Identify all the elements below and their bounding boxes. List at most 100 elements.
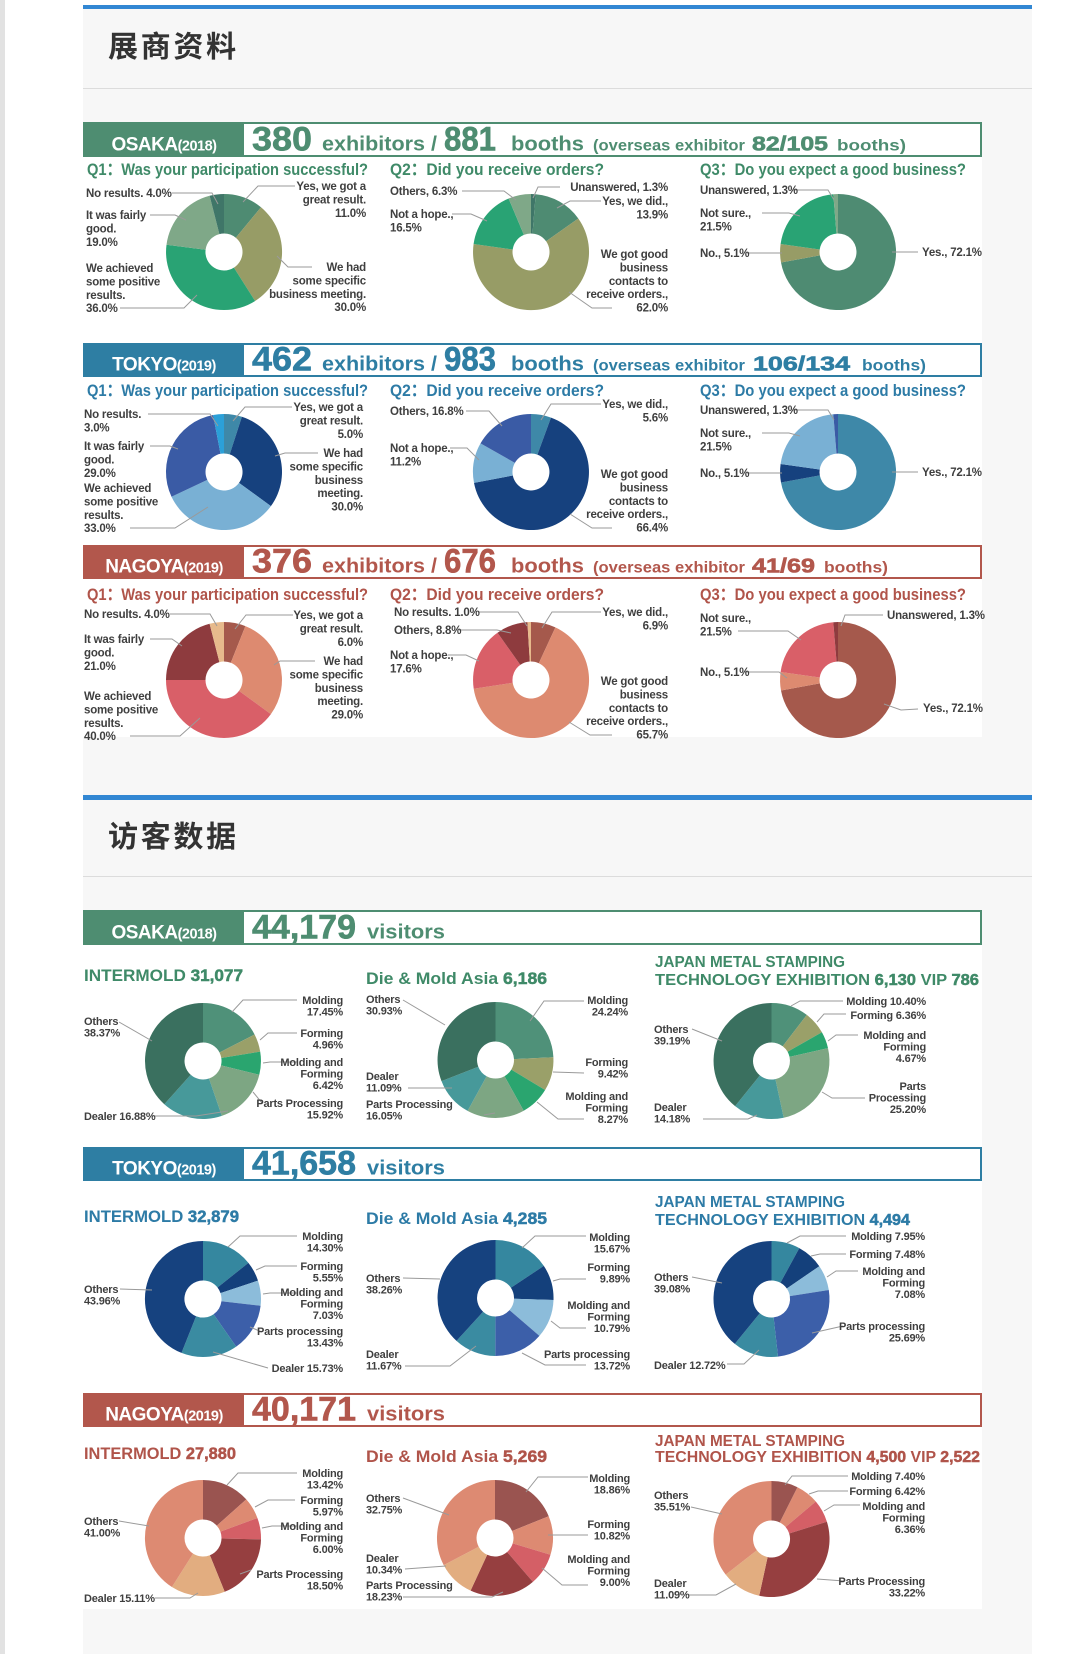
svg-text:Forming 6.42%: Forming 6.42% xyxy=(849,1486,925,1498)
svg-text:Molding 7.40%: Molding 7.40% xyxy=(851,1471,925,1483)
svg-text:booths: booths xyxy=(511,354,584,376)
svg-text:Q3：Do you expect a good busine: Q3：Do you expect a good business? xyxy=(700,381,966,400)
svg-text:Molding 10.40%: Molding 10.40% xyxy=(846,996,926,1008)
svg-text:booths): booths) xyxy=(837,138,906,155)
svg-text:booths: booths xyxy=(511,556,584,578)
svg-text:Unanswered, 1.3%: Unanswered, 1.3% xyxy=(700,405,798,417)
svg-text:Others, 16.8%: Others, 16.8% xyxy=(390,406,463,418)
svg-text:380: 380 xyxy=(252,121,312,159)
svg-text:JAPAN METAL STAMPING: JAPAN METAL STAMPING xyxy=(655,1194,845,1211)
svg-text:Die & Mold Asia 6,186: Die & Mold Asia 6,186 xyxy=(366,969,547,988)
svg-text:Others, 8.8%: Others, 8.8% xyxy=(394,625,461,637)
svg-text:Die & Mold Asia 5,269: Die & Mold Asia 5,269 xyxy=(366,1447,547,1466)
svg-text:JAPAN METAL STAMPING: JAPAN METAL STAMPING xyxy=(655,1433,845,1450)
svg-text:Yes., 72.1%: Yes., 72.1% xyxy=(922,467,982,479)
svg-text:visitors: visitors xyxy=(367,1158,445,1180)
svg-text:Yes, we did.,6.9%: Yes, we did., 6.9% xyxy=(602,607,668,632)
svg-text:Not a hope.,11.2%: Not a hope., 11.2% xyxy=(390,443,453,468)
svg-text:(overseas exhibitor: (overseas exhibitor xyxy=(593,358,745,375)
svg-text:983: 983 xyxy=(444,341,496,379)
svg-text:OSAKA(2018): OSAKA(2018) xyxy=(111,135,217,156)
svg-text:Q3：Do you expect a good busine: Q3：Do you expect a good business? xyxy=(700,160,966,179)
svg-text:booths): booths) xyxy=(824,560,888,577)
svg-text:Not a hope.,17.6%: Not a hope., 17.6% xyxy=(390,650,453,675)
svg-text:82/105: 82/105 xyxy=(752,134,828,156)
svg-text:OSAKA(2018): OSAKA(2018) xyxy=(111,923,217,944)
svg-text:Q2：Did you receive orders?: Q2：Did you receive orders? xyxy=(390,585,604,604)
svg-text:106/134: 106/134 xyxy=(753,354,851,376)
svg-text:Not sure.,21.5%: Not sure., 21.5% xyxy=(700,208,751,233)
svg-text:376: 376 xyxy=(252,543,312,581)
svg-text:JAPAN METAL STAMPING: JAPAN METAL STAMPING xyxy=(655,954,845,971)
svg-text:881: 881 xyxy=(444,121,496,159)
svg-text:visitors: visitors xyxy=(367,1404,445,1426)
svg-text:40,171: 40,171 xyxy=(252,1391,356,1429)
svg-text:44,179: 44,179 xyxy=(252,909,356,947)
svg-text:676: 676 xyxy=(444,543,496,581)
svg-text:NAGOYA(2019): NAGOYA(2019) xyxy=(105,1405,223,1426)
svg-text:INTERMOLD 32,879: INTERMOLD 32,879 xyxy=(84,1207,239,1226)
svg-text:Yes, we did.,13.9%: Yes, we did., 13.9% xyxy=(602,196,668,221)
svg-text:No results.3.0%: No results. 3.0% xyxy=(84,409,141,434)
svg-text:No results. 4.0%: No results. 4.0% xyxy=(84,609,170,621)
svg-text:visitors: visitors xyxy=(367,922,445,944)
svg-text:INTERMOLD 31,077: INTERMOLD 31,077 xyxy=(84,966,243,985)
svg-text:No results. 4.0%: No results. 4.0% xyxy=(86,188,172,200)
svg-text:booths: booths xyxy=(511,134,584,156)
svg-text:Q3：Do you expect a good busine: Q3：Do you expect a good business? xyxy=(700,585,966,604)
svg-text:Yes., 72.1%: Yes., 72.1% xyxy=(923,703,983,715)
svg-text:Forming 6.36%: Forming 6.36% xyxy=(850,1010,926,1022)
svg-text:Not sure.,21.5%: Not sure., 21.5% xyxy=(700,613,751,638)
svg-text:TECHNOLOGY EXHIBITION 6,130 V: TECHNOLOGY EXHIBITION 6,130 VIP 786 xyxy=(655,972,979,989)
svg-text:NAGOYA(2019): NAGOYA(2019) xyxy=(105,557,223,578)
svg-text:Not sure.,21.5%: Not sure., 21.5% xyxy=(700,428,751,453)
svg-text:Dealer 12.72%: Dealer 12.72% xyxy=(654,1360,726,1372)
svg-text:Q2：Did you receive orders?: Q2：Did you receive orders? xyxy=(390,160,604,179)
svg-text:Unanswered, 1.3%: Unanswered, 1.3% xyxy=(700,185,798,197)
svg-text:exhibitors /: exhibitors / xyxy=(322,134,437,156)
svg-text:No., 5.1%: No., 5.1% xyxy=(700,667,749,679)
svg-text:(overseas exhibitor: (overseas exhibitor xyxy=(593,138,745,155)
svg-text:booths): booths) xyxy=(862,358,926,375)
svg-text:Unanswered, 1.3%: Unanswered, 1.3% xyxy=(570,182,668,194)
svg-text:No., 5.1%: No., 5.1% xyxy=(700,468,749,480)
svg-text:41/69: 41/69 xyxy=(752,556,815,578)
